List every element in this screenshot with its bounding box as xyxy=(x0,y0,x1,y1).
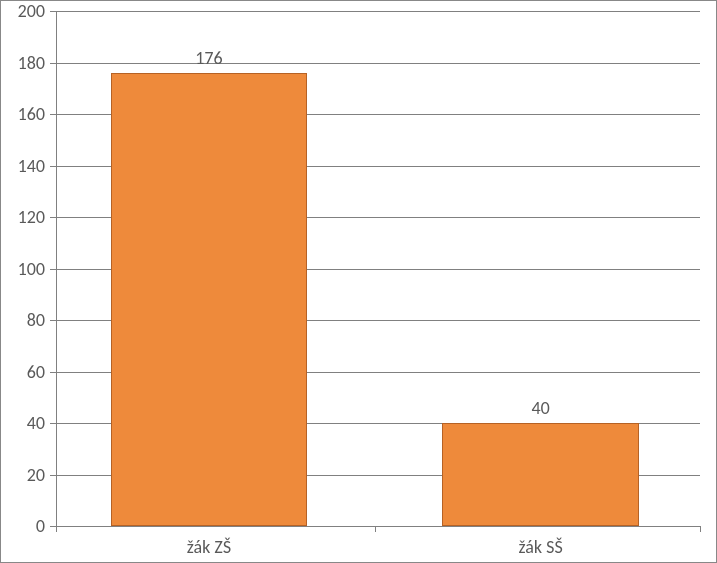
bar-chart: 176 40 0 20 40 60 80 100 120 140 160 180 200 žák ZŠ ž… xyxy=(0,0,717,563)
y-axis-label: 0 xyxy=(1,515,45,537)
gridline xyxy=(56,63,700,64)
x-axis-label: žák ZŠ xyxy=(187,536,231,558)
x-tick xyxy=(56,526,57,532)
y-axis-label: 100 xyxy=(1,258,45,280)
y-axis-label: 60 xyxy=(1,361,45,383)
bar-value-label: 40 xyxy=(531,397,549,419)
x-tick xyxy=(700,526,701,532)
y-tick xyxy=(50,475,56,476)
x-tick xyxy=(375,526,376,532)
y-tick xyxy=(50,166,56,167)
y-axis-line xyxy=(56,11,57,526)
plot-area: 176 40 xyxy=(56,11,700,526)
y-axis-label: 80 xyxy=(1,309,45,331)
y-tick xyxy=(50,423,56,424)
x-axis-label: žák SŠ xyxy=(518,536,562,558)
y-axis-label: 140 xyxy=(1,155,45,177)
y-axis-label: 180 xyxy=(1,52,45,74)
bar xyxy=(111,73,307,526)
y-tick xyxy=(50,372,56,373)
gridline xyxy=(56,11,700,12)
y-tick xyxy=(50,11,56,12)
bar xyxy=(442,423,638,526)
y-axis-label: 200 xyxy=(1,0,45,22)
y-tick xyxy=(50,63,56,64)
y-axis-label: 20 xyxy=(1,464,45,486)
y-tick xyxy=(50,320,56,321)
y-axis-label: 160 xyxy=(1,103,45,125)
y-tick xyxy=(50,269,56,270)
y-axis-label: 40 xyxy=(1,412,45,434)
x-axis-line xyxy=(56,526,700,527)
y-tick xyxy=(50,114,56,115)
y-tick xyxy=(50,217,56,218)
y-axis-label: 120 xyxy=(1,206,45,228)
bar-value-label: 176 xyxy=(195,47,222,69)
